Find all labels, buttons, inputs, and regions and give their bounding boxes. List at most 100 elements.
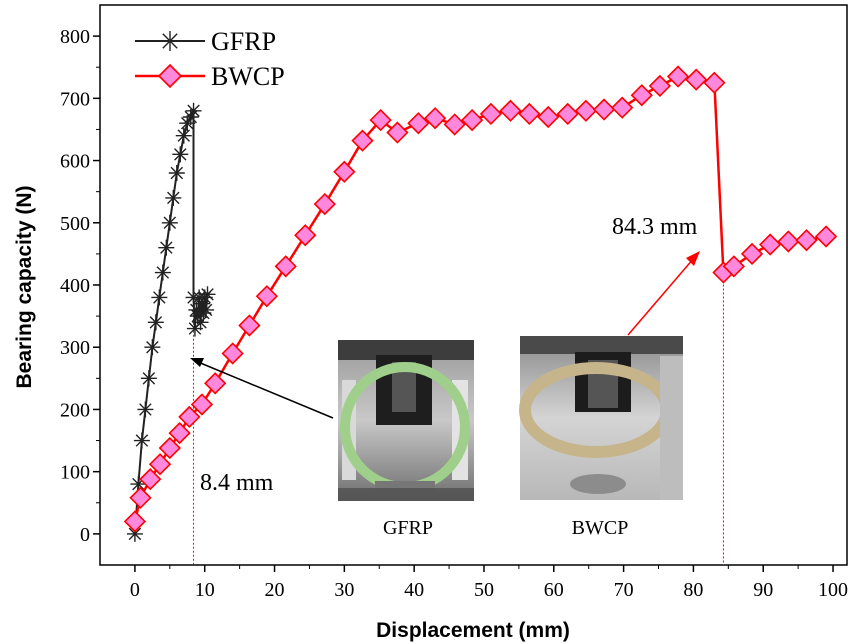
data-point-bwcp (556, 102, 579, 126)
data-point-gfrp (133, 432, 150, 449)
data-point-bwcp (537, 105, 560, 129)
data-point-gfrp (144, 339, 161, 356)
data-point-gfrp (199, 286, 216, 303)
data-point-bwcp (648, 74, 672, 98)
x-tick-label: 30 (334, 579, 354, 601)
data-point-gfrp (175, 127, 192, 144)
x-tick-label: 100 (818, 579, 848, 601)
data-point-bwcp (221, 342, 244, 365)
series-bwcp (123, 65, 838, 533)
series-gfrp (126, 102, 216, 542)
data-point-bwcp (274, 255, 297, 278)
data-point-bwcp (479, 102, 503, 126)
y-tick-label: 800 (60, 26, 90, 48)
data-point-gfrp (137, 401, 154, 418)
data-point-bwcp (722, 255, 746, 278)
data-point-gfrp (168, 165, 185, 181)
data-point-gfrp (151, 289, 168, 306)
data-point-gfrp (192, 314, 209, 331)
data-point-gfrp (147, 314, 164, 331)
data-point-gfrp (154, 264, 171, 281)
data-point-bwcp (386, 121, 409, 144)
data-point-bwcp (630, 84, 653, 107)
data-point-bwcp (777, 230, 800, 253)
legend-diamond-icon (157, 63, 183, 89)
y-tick-label: 600 (60, 151, 90, 173)
x-tick-label: 0 (130, 579, 140, 601)
data-point-bwcp (351, 129, 374, 152)
series-line-bwcp (133, 75, 827, 522)
data-point-bwcp (499, 99, 522, 122)
axis-ticks: 0 10 20 30 40 50 60 70 80 90 100 0 100 200 300 400 500 60… (60, 26, 848, 601)
legend-label-bwcp: BWCP (211, 62, 285, 91)
data-point-gfrp (198, 301, 215, 318)
data-point-bwcp (814, 225, 838, 248)
photo-label-gfrp: GFRP (383, 517, 433, 539)
bwcp-arrow (627, 251, 700, 336)
plot-frame (99, 4, 848, 566)
data-point-bwcp (423, 107, 447, 130)
y-tick-label: 100 (60, 462, 90, 484)
x-tick-label: 20 (265, 579, 285, 601)
data-point-bwcp (190, 393, 214, 416)
data-point-bwcp (795, 229, 818, 252)
data-point-bwcp (460, 108, 484, 132)
x-tick-label: 60 (544, 579, 564, 601)
data-point-bwcp (407, 112, 430, 135)
data-point-gfrp (158, 239, 175, 256)
data-point-gfrp (182, 109, 199, 125)
legend-asterisk-icon (160, 31, 180, 51)
annotation-gfrp-displacement: 8.4 mm (200, 470, 274, 496)
legend-marker-gfrp (160, 31, 180, 51)
data-point-bwcp (204, 372, 227, 395)
data-point-bwcp (574, 99, 598, 122)
data-point-bwcp (148, 453, 172, 476)
bwcp-specimen-photo (519, 336, 683, 500)
data-point-bwcp (369, 108, 392, 132)
data-point-gfrp (172, 146, 189, 163)
legend-marker-bwcp (157, 63, 183, 89)
gfrp-specimen-photo (338, 340, 474, 501)
x-tick-label: 50 (474, 579, 494, 601)
x-tick-label: 10 (195, 579, 215, 601)
y-tick-label: 700 (60, 88, 90, 110)
data-point-gfrp (161, 214, 178, 231)
y-axis-title: Bearing capacity (N) (13, 185, 36, 388)
drop-lines (193, 110, 724, 565)
y-tick-label: 500 (60, 213, 90, 235)
data-point-bwcp (158, 436, 181, 460)
data-point-gfrp (140, 370, 157, 387)
x-axis-title: Displacement (mm) (376, 619, 570, 642)
data-point-bwcp (685, 68, 708, 91)
photo-label-bwcp: BWCP (572, 517, 629, 539)
data-point-bwcp (518, 102, 541, 126)
y-tick-label: 0 (80, 524, 90, 546)
x-tick-label: 40 (404, 579, 424, 601)
data-point-bwcp (178, 405, 201, 429)
x-tick-label: 90 (753, 579, 773, 601)
data-point-bwcp (592, 98, 616, 121)
y-tick-label: 200 (60, 399, 90, 421)
data-point-bwcp (759, 233, 782, 256)
data-point-bwcp (666, 65, 690, 88)
data-point-bwcp (255, 285, 278, 308)
data-point-gfrp (165, 189, 182, 206)
series-layer (123, 65, 838, 542)
y-tick-label: 400 (60, 275, 90, 297)
legend-label-gfrp: GFRP (211, 27, 276, 56)
data-point-bwcp (123, 510, 147, 533)
data-point-gfrp (185, 102, 202, 119)
legend: GFRP BWCP (135, 27, 285, 91)
data-point-bwcp (139, 468, 162, 491)
x-tick-label: 80 (683, 579, 703, 601)
y-tick-label: 300 (60, 337, 90, 359)
data-point-bwcp (703, 71, 726, 94)
data-point-bwcp (168, 421, 191, 445)
data-point-bwcp (129, 486, 152, 509)
data-point-bwcp (740, 242, 764, 266)
data-point-bwcp (313, 192, 336, 216)
data-point-bwcp (333, 160, 356, 183)
data-point-bwcp (238, 314, 261, 337)
gfrp-arrow (190, 358, 334, 419)
